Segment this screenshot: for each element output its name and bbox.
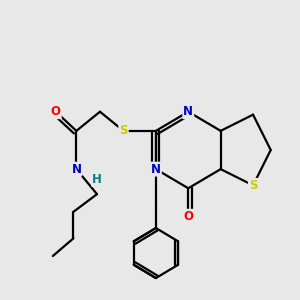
Text: N: N (71, 163, 81, 176)
Text: H: H (92, 173, 102, 186)
Text: N: N (151, 163, 161, 176)
Text: O: O (183, 210, 193, 223)
Text: S: S (119, 124, 128, 137)
Text: H: H (92, 173, 102, 186)
Text: O: O (51, 105, 61, 118)
Text: N: N (183, 105, 193, 118)
Text: S: S (249, 179, 257, 192)
